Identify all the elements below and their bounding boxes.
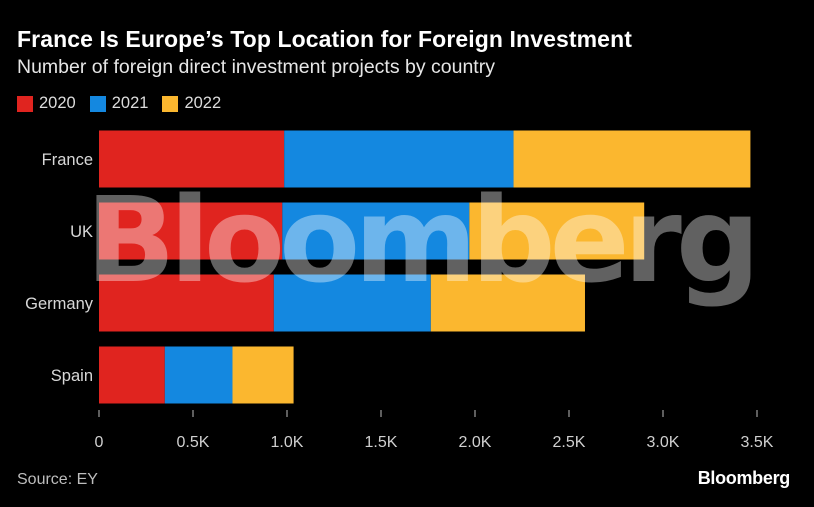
bar-france-2021 <box>284 130 514 188</box>
x-tick-label-1: 0.5K <box>177 434 210 451</box>
bar-germany-2020 <box>99 274 274 332</box>
x-tick-label-3: 1.5K <box>365 434 398 451</box>
x-tick-label-6: 3.0K <box>647 434 680 451</box>
bar-spain-2020 <box>99 346 165 404</box>
bar-germany-2021 <box>273 274 431 332</box>
legend-swatch-2022 <box>162 95 179 112</box>
legend-item-2022: 2022 <box>162 94 221 113</box>
category-label-uk: UK <box>70 223 93 241</box>
legend-item-2021: 2021 <box>89 94 149 113</box>
category-label-france: France <box>42 151 93 169</box>
bar-spain-2022 <box>232 346 294 404</box>
x-tick-label-5: 2.5K <box>553 434 586 451</box>
legend-label-2021: 2021 <box>111 94 149 112</box>
bar-uk-2020 <box>99 202 283 260</box>
bar-uk-2022 <box>469 202 645 260</box>
x-tick-label-4: 2.0K <box>459 434 492 451</box>
source-note: Source: EY <box>17 471 98 488</box>
legend-swatch-2021 <box>89 95 106 112</box>
bar-france-2022 <box>513 130 751 188</box>
legend-swatch-2020 <box>17 95 33 112</box>
chart-subtitle: Number of foreign direct investment proj… <box>17 56 495 78</box>
bloomberg-logo: Bloomberg <box>697 468 791 488</box>
legend-item-2020: 2020 <box>17 94 76 113</box>
bar-spain-2021 <box>164 346 233 404</box>
legend: 2020 2021 2022 <box>17 94 221 113</box>
category-label-spain: Spain <box>51 367 93 385</box>
category-label-germany: Germany <box>25 295 94 313</box>
x-tick-label-7: 3.5K <box>741 434 774 451</box>
bar-france-2020 <box>99 130 285 188</box>
x-tick-label-2: 1.0K <box>271 434 304 451</box>
bar-germany-2022 <box>430 274 585 332</box>
legend-label-2022: 2022 <box>184 94 222 112</box>
legend-label-2020: 2020 <box>39 94 76 112</box>
chart-title: France Is Europe’s Top Location for Fore… <box>17 26 632 52</box>
bar-uk-2021 <box>282 202 470 260</box>
x-tick-label-0: 0 <box>95 434 104 451</box>
